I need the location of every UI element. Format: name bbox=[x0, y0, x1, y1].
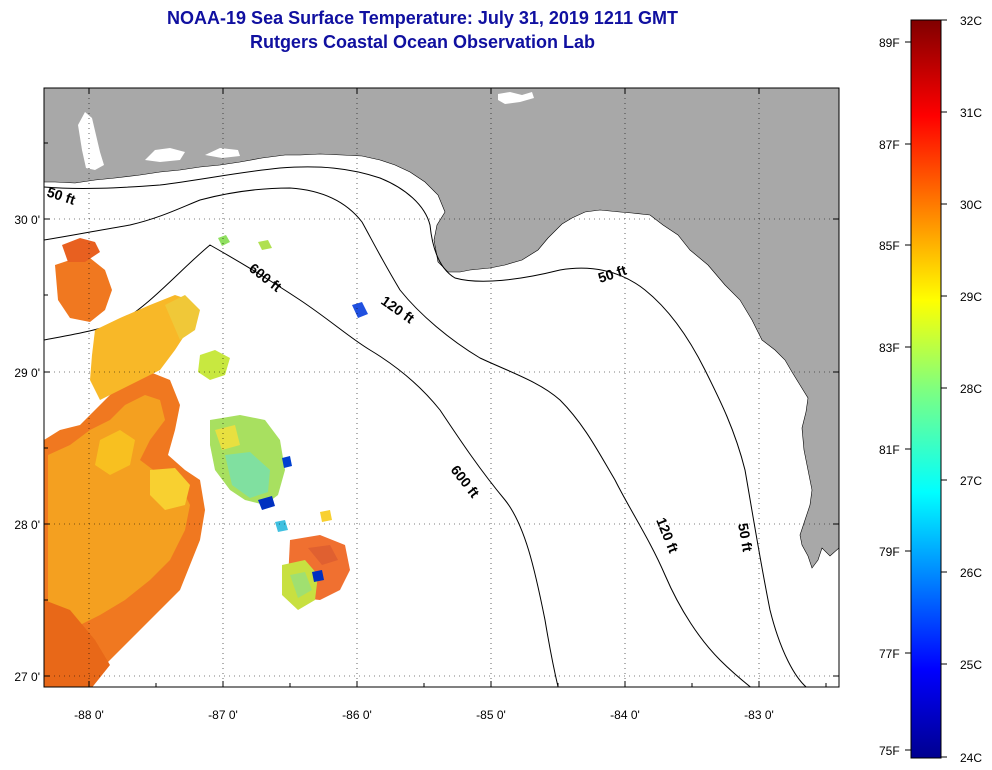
map-frame bbox=[43, 87, 840, 688]
colorbar-celsius-label: 28C bbox=[960, 382, 982, 396]
bay-choctawhatchee bbox=[205, 148, 240, 158]
lon-label: -83 0' bbox=[744, 708, 774, 722]
tick-marks bbox=[44, 88, 839, 687]
lat-label: 28 0' bbox=[14, 518, 40, 532]
map-area bbox=[44, 88, 839, 687]
map-title: NOAA-19 Sea Surface Temperature: July 31… bbox=[167, 8, 678, 28]
lon-label: -85 0' bbox=[476, 708, 506, 722]
colorbar-celsius-label: 29C bbox=[960, 290, 982, 304]
colorbar-fahrenheit-label: 89F bbox=[879, 36, 900, 50]
lat-label: 30 0' bbox=[14, 213, 40, 227]
bay-pensacola bbox=[145, 148, 185, 162]
lat-label: 27 0' bbox=[14, 670, 40, 684]
colorbar-fahrenheit-label: 83F bbox=[879, 341, 900, 355]
lake-okeechobee-area bbox=[498, 92, 534, 104]
lon-label: -88 0' bbox=[74, 708, 104, 722]
bay-mobile bbox=[78, 112, 104, 170]
contour-label: 50 ft bbox=[45, 184, 78, 208]
colorbar-ticks bbox=[905, 19, 947, 758]
lon-label: -84 0' bbox=[610, 708, 640, 722]
contour-label: 600 ft bbox=[448, 462, 483, 501]
colorbar bbox=[910, 19, 942, 759]
colorbar-fahrenheit-label: 81F bbox=[879, 443, 900, 457]
colorbar-celsius-label: 25C bbox=[960, 658, 982, 672]
colorbar-fahrenheit-label: 75F bbox=[879, 744, 900, 758]
lat-label: 29 0' bbox=[14, 366, 40, 380]
contour-label: 50 ft bbox=[596, 262, 629, 286]
colorbar-celsius-label: 27C bbox=[960, 474, 982, 488]
contour-50ft bbox=[44, 166, 808, 687]
contour-600ft bbox=[44, 244, 559, 687]
contour-label: 600 ft bbox=[246, 260, 285, 295]
colorbar-celsius-label: 32C bbox=[960, 14, 982, 28]
colorbar-fahrenheit-label: 87F bbox=[879, 138, 900, 152]
lon-label: -87 0' bbox=[208, 708, 238, 722]
contour-label: 120 ft bbox=[653, 515, 682, 555]
colorbar-fahrenheit-label: 85F bbox=[879, 239, 900, 253]
colorbar-celsius-label: 26C bbox=[960, 566, 982, 580]
colorbar-celsius-label: 30C bbox=[960, 198, 982, 212]
lon-label: -86 0' bbox=[342, 708, 372, 722]
sst-data-layer bbox=[44, 235, 368, 687]
contour-label: 50 ft bbox=[735, 522, 756, 553]
land-mass bbox=[44, 88, 839, 569]
colorbar-celsius-label: 31C bbox=[960, 106, 982, 120]
colorbar-fahrenheit-label: 77F bbox=[879, 647, 900, 661]
contour-label: 120 ft bbox=[378, 292, 417, 326]
colorbar-fahrenheit-label: 79F bbox=[879, 545, 900, 559]
colorbar-celsius-label: 24C bbox=[960, 751, 982, 765]
contour-120ft bbox=[44, 187, 752, 687]
map-subtitle: Rutgers Coastal Ocean Observation Lab bbox=[249, 32, 596, 52]
